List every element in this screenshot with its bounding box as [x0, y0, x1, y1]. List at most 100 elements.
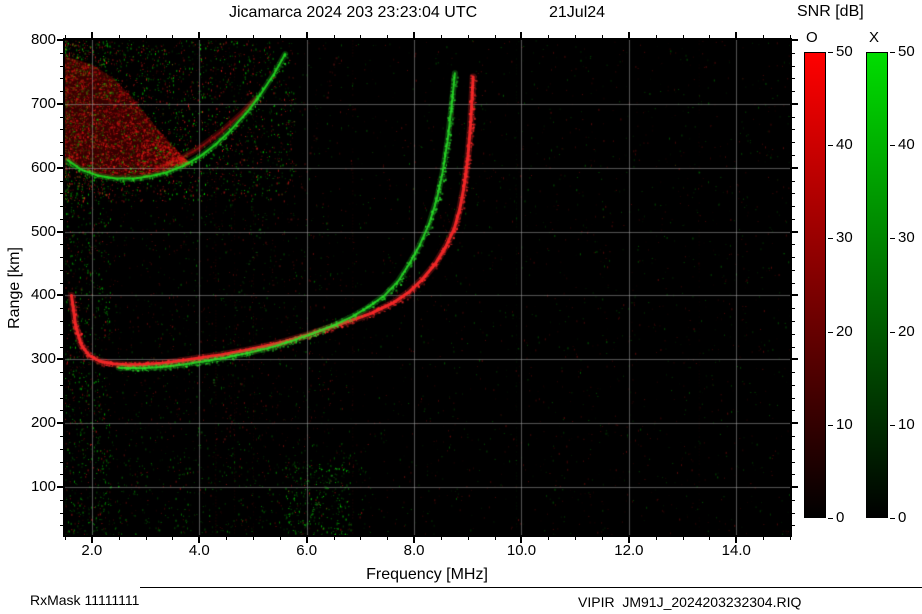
colorbar-tick-label: 0: [898, 509, 907, 526]
y-axis-minor-tick: [60, 474, 63, 476]
y-axis-minor-tick-right: [792, 372, 795, 374]
y-axis-minor-tick-right: [792, 116, 795, 118]
x-axis-minor-tick: [118, 537, 120, 540]
y-axis-minor-tick: [60, 308, 63, 310]
y-axis-major-tick: [57, 102, 63, 105]
y-axis-minor-tick: [60, 333, 63, 335]
y-axis-minor-tick-right: [792, 269, 795, 271]
y-axis-major-tick: [57, 230, 63, 233]
y-axis-minor-tick-right: [792, 436, 795, 437]
x-axis-minor-tick: [467, 537, 469, 540]
y-axis-major-tick-right: [792, 294, 798, 297]
y-axis-minor-tick: [60, 154, 63, 156]
colorbar-tick: [890, 424, 895, 426]
y-axis-minor-tick: [60, 78, 63, 80]
x-axis-minor-tick: [145, 537, 147, 540]
x-axis-minor-tick-top: [602, 35, 604, 38]
plot-date: 21Jul24: [549, 4, 606, 21]
y-axis-minor-tick: [60, 448, 63, 450]
y-axis-minor-tick: [60, 436, 63, 437]
y-axis-minor-tick: [60, 384, 63, 386]
x-axis-minor-tick: [279, 537, 281, 540]
x-axis-minor-tick: [226, 537, 228, 540]
x-axis-major-tick: [413, 537, 416, 543]
colorbar-tick-label: 10: [836, 415, 853, 433]
colorbar-o-label: O: [806, 29, 818, 46]
y-axis-major-tick-right: [792, 102, 798, 105]
footer-filename: VIPIR JM91J_2024203232304.RIQ: [578, 594, 802, 610]
y-axis-minor-tick: [60, 461, 63, 463]
plot-title: Jicamarca 2024 203 23:23:04 UTC: [229, 4, 478, 21]
x-axis-minor-tick-top: [763, 35, 765, 38]
y-axis-minor-tick: [60, 372, 63, 374]
x-tick-label: 2.0: [81, 542, 103, 559]
x-axis-minor-tick-top: [440, 35, 442, 38]
x-axis-major-tick: [520, 537, 523, 543]
x-axis-minor-tick-top: [790, 35, 791, 38]
y-axis-major-tick: [57, 39, 63, 41]
x-axis-minor-tick-top: [494, 35, 496, 38]
colorbar-tick: [828, 424, 833, 426]
y-axis-minor-tick-right: [792, 384, 795, 386]
x-axis-minor-tick-top: [548, 35, 550, 38]
x-axis-major-tick-top: [305, 32, 308, 38]
x-axis-minor-tick: [387, 537, 389, 540]
y-axis-minor-tick: [60, 512, 63, 514]
x-axis-minor-tick: [763, 537, 765, 540]
plot-frame: [63, 38, 792, 537]
x-tick-label: 4.0: [188, 542, 210, 559]
y-tick-label: 300: [30, 350, 56, 368]
y-axis-minor-tick: [60, 193, 63, 195]
x-axis-minor-tick-top: [252, 35, 254, 38]
y-axis-minor-tick-right: [792, 461, 795, 463]
x-axis-minor-tick: [575, 537, 577, 540]
colorbar-tick: [890, 238, 895, 240]
x-axis-minor-tick-top: [118, 35, 120, 38]
y-axis-minor-tick-right: [792, 512, 795, 514]
colorbar-tick: [828, 331, 833, 333]
y-tick-label: 400: [30, 286, 56, 304]
x-axis-major-tick-top: [627, 32, 630, 38]
y-axis-minor-tick-right: [792, 474, 795, 476]
y-tick-label: 500: [30, 222, 56, 240]
y-axis-minor-tick: [60, 321, 63, 323]
y-axis-minor-tick-right: [792, 193, 795, 195]
y-tick-label: 100: [30, 478, 56, 496]
x-axis-major-tick-top: [520, 32, 523, 38]
x-tick-label: 6.0: [296, 542, 318, 559]
y-axis-major-tick-right: [792, 230, 798, 233]
x-axis-major-tick: [305, 537, 308, 543]
x-axis-minor-tick: [602, 537, 604, 540]
y-axis-minor-tick-right: [792, 244, 795, 246]
x-axis-minor-tick-top: [655, 35, 657, 38]
x-tick-label: 10.0: [506, 542, 537, 559]
x-axis-minor-tick: [682, 537, 684, 540]
x-axis-minor-tick: [790, 537, 791, 540]
y-axis-minor-tick: [60, 52, 63, 54]
y-axis-major-tick: [57, 422, 63, 425]
y-axis-minor-tick: [60, 206, 63, 208]
y-axis-minor-tick: [60, 525, 63, 527]
y-tick-label: 800: [30, 31, 56, 48]
colorbar-tick: [828, 518, 833, 519]
colorbar-tick-label: 0: [836, 509, 845, 526]
x-axis-major-tick-top: [198, 32, 201, 38]
y-axis-minor-tick-right: [792, 257, 795, 259]
x-axis-minor-tick-top: [333, 35, 335, 38]
y-axis-minor-tick-right: [792, 321, 795, 323]
ionogram-canvas: [65, 40, 790, 535]
y-axis-minor-tick: [60, 499, 63, 501]
x-tick-label: 8.0: [403, 542, 425, 559]
colorbar-tick: [890, 145, 895, 147]
x-axis-minor-tick: [709, 537, 711, 540]
x-axis-major-tick-top: [735, 32, 738, 38]
y-axis-minor-tick: [60, 116, 63, 118]
snr-colorbar-title: SNR [dB]: [797, 3, 864, 20]
y-axis-minor-tick-right: [792, 129, 795, 131]
y-axis-minor-tick: [60, 269, 63, 271]
y-axis-minor-tick: [60, 142, 63, 144]
y-axis-minor-tick-right: [792, 525, 795, 527]
x-axis-minor-tick: [360, 537, 362, 540]
x-axis-minor-tick: [333, 537, 335, 540]
colorbar-tick-label: 30: [898, 229, 915, 247]
